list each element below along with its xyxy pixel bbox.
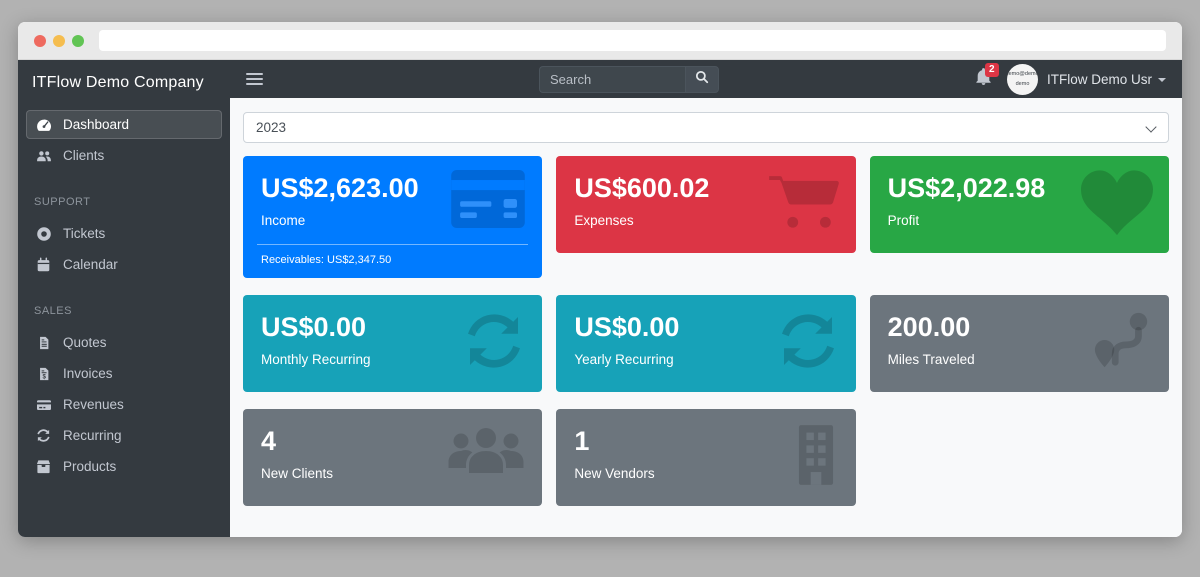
minimize-button[interactable] [53, 34, 65, 47]
sidebar-item-revenues[interactable]: Revenues [26, 390, 222, 419]
sidebar-item-label: Dashboard [63, 117, 130, 132]
expenses-card[interactable]: US$600.02 Expenses [556, 156, 856, 253]
sidebar-item-recurring[interactable]: Recurring [26, 421, 222, 450]
calendar-icon [35, 257, 52, 273]
user-menu[interactable]: ITFlow Demo Usr [1047, 72, 1166, 87]
search-icon [695, 70, 709, 89]
money-check-icon [35, 397, 52, 413]
browser-window: ITFlow Demo Company Dashboard Clients SU… [18, 22, 1182, 537]
sidebar-item-clients[interactable]: Clients [26, 141, 222, 170]
sidebar-item-calendar[interactable]: Calendar [26, 250, 222, 279]
top-navbar: 2 demo@demo demo ITFlow Demo Usr [230, 60, 1182, 98]
sidebar-item-label: Clients [63, 148, 105, 163]
sidebar-item-label: Calendar [63, 257, 118, 272]
file-invoice-icon [35, 335, 52, 351]
building-icon [792, 423, 840, 492]
brand-title[interactable]: ITFlow Demo Company [32, 74, 204, 91]
income-card[interactable]: US$2,623.00 Income Receivables: US$2,347… [243, 156, 543, 278]
file-invoice-dollar-icon: $ [35, 366, 52, 382]
sidebar-item-label: Revenues [63, 397, 124, 412]
monthly-recurring-card[interactable]: US$0.00 Monthly Recurring [243, 295, 543, 392]
sidebar-item-invoices[interactable]: $ Invoices [26, 359, 222, 388]
browser-chrome [18, 22, 1182, 60]
new-vendors-label: New Vendors [574, 466, 655, 481]
sidebar-item-tickets[interactable]: Tickets [26, 219, 222, 248]
year-select[interactable]: 2023 [243, 112, 1169, 143]
svg-text:$: $ [42, 373, 46, 380]
yearly-recurring-value: US$0.00 [574, 312, 680, 342]
sidebar-item-dashboard[interactable]: Dashboard [26, 110, 222, 139]
close-button[interactable] [34, 34, 46, 47]
profit-label: Profit [887, 213, 920, 228]
new-clients-label: New Clients [261, 466, 334, 481]
avatar-text-line1: demo@demo [1006, 70, 1038, 77]
notification-badge: 2 [984, 63, 999, 77]
menu-toggle-icon[interactable] [246, 70, 263, 88]
miles-label: Miles Traveled [887, 352, 975, 367]
new-clients-card[interactable]: 4 New Clients [243, 409, 543, 506]
profit-card[interactable]: US$2,022.98 Profit [869, 156, 1169, 253]
sidebar-item-label: Tickets [63, 226, 106, 241]
expenses-value: US$600.02 [574, 173, 710, 203]
sidebar-section-support: SUPPORT [34, 195, 91, 208]
search-form [539, 65, 719, 93]
expenses-label: Expenses [574, 213, 634, 228]
sidebar-item-label: Quotes [63, 335, 107, 350]
card-divider [257, 244, 529, 245]
shopping-cart-icon [768, 170, 840, 239]
income-label: Income [261, 213, 306, 228]
life-ring-icon [35, 226, 52, 242]
avatar[interactable]: demo@demo demo [1006, 63, 1038, 95]
dashboard-content: 2023 US$2,623.00 Income Receivables: US$… [230, 98, 1182, 537]
monthly-recurring-value: US$0.00 [261, 312, 367, 342]
yearly-recurring-label: Yearly Recurring [574, 352, 674, 367]
sidebar-item-quotes[interactable]: Quotes [26, 328, 222, 357]
receivables-link[interactable]: Receivables: US$2,347.50 [261, 254, 392, 266]
sidebar-item-products[interactable]: Products [26, 452, 222, 481]
profit-value: US$2,022.98 [887, 173, 1046, 203]
income-value: US$2,623.00 [261, 173, 419, 203]
users-icon [446, 423, 526, 486]
avatar-text-line2: demo [1015, 80, 1030, 87]
notifications-button[interactable]: 2 [976, 63, 999, 90]
new-vendors-value: 1 [574, 426, 590, 456]
sync-icon [35, 428, 52, 443]
search-button[interactable] [685, 65, 719, 93]
window-controls [34, 34, 84, 47]
box-icon [35, 459, 52, 474]
route-icon [1091, 309, 1153, 376]
miles-value: 200.00 [887, 312, 971, 342]
sidebar-item-label: Products [63, 459, 117, 474]
username: ITFlow Demo Usr [1046, 71, 1152, 87]
gauge-icon [35, 117, 52, 133]
sidebar: ITFlow Demo Company Dashboard Clients SU… [18, 60, 230, 537]
users-icon [35, 148, 52, 164]
url-bar[interactable] [99, 30, 1166, 51]
sidebar-item-label: Invoices [63, 366, 113, 381]
heart-icon [1081, 170, 1153, 241]
miles-traveled-card[interactable]: 200.00 Miles Traveled [869, 295, 1169, 392]
yearly-recurring-card[interactable]: US$0.00 Yearly Recurring [556, 295, 856, 392]
new-vendors-card[interactable]: 1 New Vendors [556, 409, 856, 506]
new-clients-value: 4 [261, 426, 277, 456]
chevron-down-icon [1158, 78, 1166, 82]
sidebar-item-label: Recurring [63, 428, 122, 443]
credit-card-icon [450, 170, 526, 233]
search-input[interactable] [539, 65, 685, 93]
maximize-button[interactable] [72, 34, 84, 47]
monthly-recurring-label: Monthly Recurring [261, 352, 371, 367]
sync-icon [776, 309, 840, 378]
sync-icon [462, 309, 526, 378]
year-select-wrap: 2023 [243, 112, 1169, 143]
sidebar-section-sales: SALES [34, 304, 72, 317]
